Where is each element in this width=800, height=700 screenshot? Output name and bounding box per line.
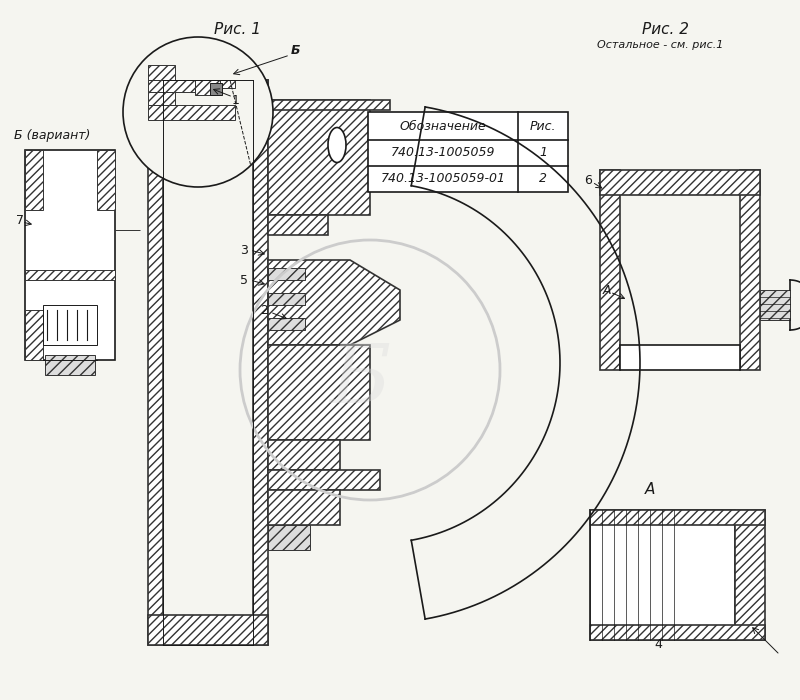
Polygon shape	[148, 92, 175, 105]
Bar	[210, 83, 222, 95]
Polygon shape	[25, 150, 43, 210]
Polygon shape	[148, 80, 163, 645]
Bar	[43, 305, 97, 345]
Text: 2: 2	[539, 172, 547, 186]
Polygon shape	[220, 80, 235, 88]
Polygon shape	[268, 100, 390, 110]
Text: Остальное - см. рис.1: Остальное - см. рис.1	[597, 40, 723, 50]
Text: 740.13-1005059-01: 740.13-1005059-01	[381, 172, 506, 186]
Text: Б: Б	[330, 340, 390, 420]
Polygon shape	[25, 270, 115, 280]
Polygon shape	[590, 625, 765, 640]
Polygon shape	[268, 470, 380, 490]
Polygon shape	[148, 615, 268, 645]
Text: 2: 2	[260, 304, 268, 316]
Text: 1: 1	[539, 146, 547, 160]
Polygon shape	[268, 100, 370, 215]
Polygon shape	[268, 345, 370, 440]
Polygon shape	[25, 310, 43, 360]
Polygon shape	[735, 510, 765, 640]
Bar	[620, 345, 740, 370]
Text: А: А	[645, 482, 655, 498]
Bar	[25, 150, 115, 360]
Polygon shape	[268, 215, 328, 235]
Polygon shape	[590, 510, 765, 525]
Text: 7: 7	[16, 214, 24, 227]
Bar	[368, 112, 568, 192]
Ellipse shape	[328, 127, 346, 162]
Text: А: А	[602, 284, 611, 297]
Text: 3: 3	[240, 244, 248, 256]
Polygon shape	[148, 80, 268, 110]
Polygon shape	[268, 268, 305, 280]
Polygon shape	[45, 355, 95, 375]
Polygon shape	[148, 105, 235, 120]
Text: Рис. 1: Рис. 1	[214, 22, 262, 38]
Polygon shape	[268, 318, 305, 330]
Text: 1: 1	[232, 94, 240, 106]
Bar	[590, 510, 735, 640]
Text: Б (вариант): Б (вариант)	[14, 129, 90, 141]
Polygon shape	[268, 260, 400, 345]
Text: 740.13-1005059: 740.13-1005059	[390, 146, 495, 160]
Polygon shape	[97, 150, 115, 210]
Polygon shape	[268, 293, 305, 305]
Polygon shape	[195, 80, 220, 95]
Circle shape	[123, 37, 273, 187]
Text: 6: 6	[584, 174, 592, 186]
Text: Обозначение: Обозначение	[400, 120, 486, 132]
Text: Рис. 2: Рис. 2	[642, 22, 689, 38]
Polygon shape	[600, 170, 760, 195]
Polygon shape	[268, 490, 340, 525]
Polygon shape	[268, 525, 310, 550]
Polygon shape	[148, 65, 175, 80]
Text: 4: 4	[654, 638, 662, 652]
Text: Б: Б	[290, 43, 300, 57]
Polygon shape	[600, 170, 620, 370]
Polygon shape	[268, 440, 340, 470]
Polygon shape	[740, 170, 760, 370]
Polygon shape	[148, 80, 195, 92]
Polygon shape	[253, 80, 268, 645]
Polygon shape	[760, 290, 790, 320]
Text: Рис.: Рис.	[530, 120, 556, 132]
Text: 5: 5	[240, 274, 248, 286]
